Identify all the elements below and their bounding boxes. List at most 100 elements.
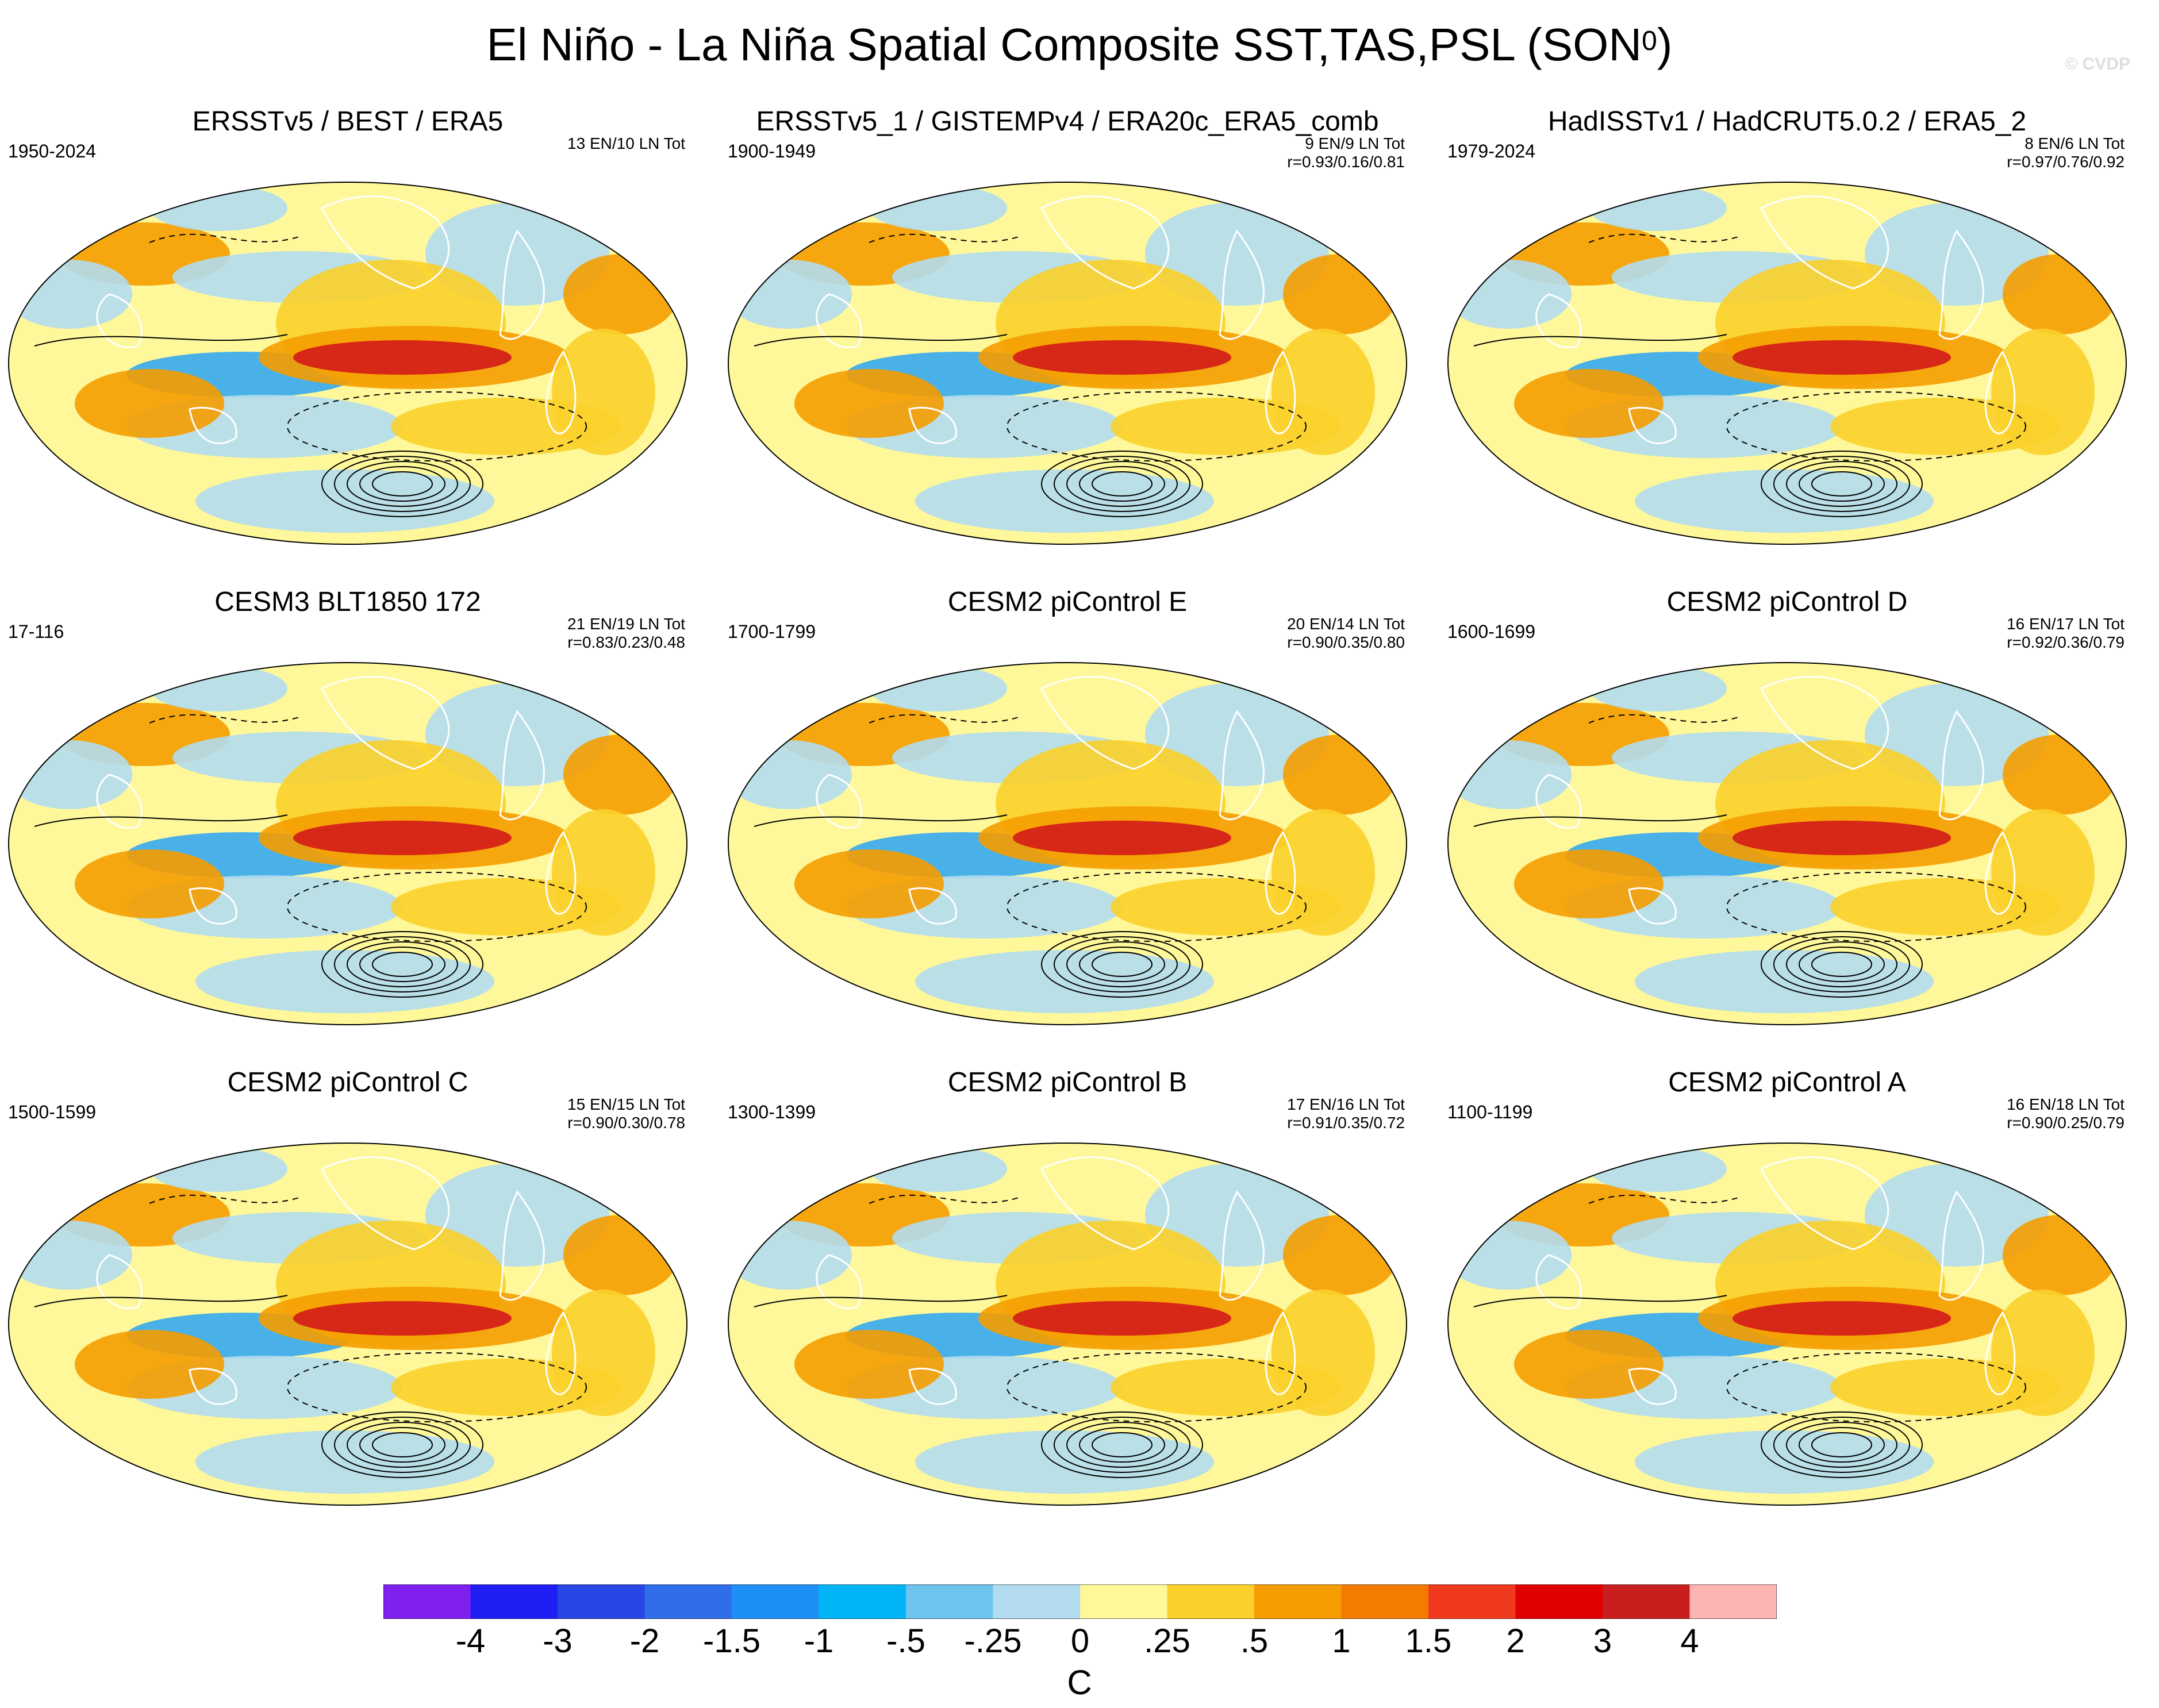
psl-contour — [321, 1411, 483, 1478]
psl-contour — [1773, 936, 1910, 993]
land-outline — [816, 774, 862, 829]
anomaly-cool — [1448, 260, 1572, 329]
panel-years: 1500-1599 — [8, 1102, 97, 1122]
land-outline — [96, 1254, 143, 1310]
map-boundary — [8, 1142, 687, 1506]
anomaly-warm — [75, 849, 224, 918]
psl-contour — [359, 466, 445, 502]
land-outline — [1535, 774, 1582, 829]
colorbar-tick-label: -2 — [629, 1622, 660, 1660]
anomaly-warm — [794, 369, 944, 438]
anomaly-warm — [75, 1330, 224, 1399]
land-outline — [1628, 1367, 1677, 1405]
land-outline — [1760, 1156, 1889, 1251]
anomaly-cool — [728, 260, 852, 329]
psl-contour — [347, 1422, 458, 1468]
anomaly-warm-strong — [1732, 821, 1951, 855]
psl-contour-negative — [869, 714, 1019, 724]
psl-contour-negative — [149, 714, 299, 724]
anomaly-mild — [552, 809, 655, 936]
panel-years: 17-116 — [8, 621, 64, 642]
anomaly-cool — [149, 185, 287, 231]
world-map — [1447, 662, 2127, 1025]
land-outline — [1984, 350, 2016, 434]
colorbar-swatch — [1515, 1584, 1603, 1619]
colorbar-swatch — [1167, 1584, 1255, 1619]
world-map — [8, 182, 687, 545]
colorbar-tick-label: -4 — [455, 1622, 486, 1660]
anomaly-cool — [1589, 665, 1727, 711]
psl-contour — [1799, 947, 1885, 982]
psl-contour-negative — [869, 1194, 1019, 1204]
psl-contour — [1092, 952, 1153, 977]
psl-contour-negative — [1726, 872, 2026, 942]
land-outline — [1535, 1254, 1582, 1310]
panel: CESM2 piControl C 1500-1599 15 EN/15 LN … — [0, 1065, 696, 1519]
colorbar-swatch — [819, 1584, 906, 1619]
figure-title-text: El Niño - La Niña Spatial Composite SST,… — [486, 19, 1642, 70]
panel-event-counts: 15 EN/15 LN Tot — [567, 1095, 685, 1113]
psl-contour — [1799, 466, 1885, 502]
watermark-logo: © CVDP — [2065, 55, 2130, 74]
land-outline — [189, 887, 237, 925]
panel-years: 1900-1949 — [728, 141, 816, 161]
land-outline — [1984, 1311, 2016, 1395]
psl-contour — [347, 461, 458, 507]
anomaly-mild — [1991, 809, 2095, 936]
psl-contour — [1079, 466, 1165, 502]
map-boundary — [1447, 182, 2127, 545]
panel-correlations: r=0.91/0.35/0.72 — [1287, 1114, 1405, 1132]
psl-contour-negative — [1588, 1194, 1739, 1204]
colorbar-swatch — [470, 1584, 558, 1619]
psl-contour-negative — [1006, 872, 1307, 942]
figure-title-close: ) — [1657, 19, 1673, 70]
land-outline — [545, 830, 577, 915]
psl-contour — [1054, 936, 1190, 993]
anomaly-warm — [794, 1330, 944, 1399]
land-outline — [1265, 830, 1296, 915]
land-outline — [1938, 710, 1984, 821]
map-boundary — [8, 182, 687, 545]
psl-contour — [1041, 451, 1203, 517]
psl-contour-negative — [287, 1352, 587, 1422]
panel-event-counts: 20 EN/14 LN Tot — [1287, 615, 1405, 633]
map-field — [9, 663, 687, 1025]
land-outline — [816, 293, 862, 349]
map-boundary — [728, 662, 1407, 1025]
land-outline — [499, 1190, 545, 1301]
map-boundary — [8, 662, 687, 1025]
map-field — [728, 182, 1407, 544]
psl-contour-negative — [1006, 391, 1307, 461]
panel-title: CESM2 piControl B — [947, 1067, 1188, 1098]
anomaly-cool — [1448, 1221, 1572, 1290]
map-field — [728, 1143, 1407, 1505]
map-field — [9, 182, 687, 544]
land-outline — [1219, 229, 1265, 340]
anomaly-cool — [149, 1146, 287, 1192]
psl-contour — [334, 456, 471, 512]
figure-title: El Niño - La Niña Spatial Composite SST,… — [0, 16, 2159, 74]
colorbar-swatch — [644, 1584, 732, 1619]
anomaly-cool — [1589, 185, 1727, 231]
psl-contour — [754, 814, 1008, 827]
land-outline — [1628, 887, 1677, 925]
psl-contour — [1054, 1417, 1190, 1473]
land-outline — [96, 774, 143, 829]
panel-years: 1950-2024 — [8, 141, 97, 161]
land-outline — [1040, 1156, 1170, 1251]
land-outline — [816, 1254, 862, 1310]
psl-contour — [34, 334, 288, 347]
anomaly-cool — [1635, 950, 1934, 1013]
psl-contour — [34, 1295, 288, 1307]
panel-correlations: r=0.83/0.23/0.48 — [567, 633, 685, 651]
psl-contour — [34, 814, 288, 827]
psl-contour — [1079, 1427, 1165, 1463]
anomaly-mild — [1991, 329, 2095, 455]
panel-event-counts: 17 EN/16 LN Tot — [1287, 1095, 1405, 1113]
psl-contour — [1066, 461, 1178, 507]
panel-event-counts: 16 EN/18 LN Tot — [2007, 1095, 2125, 1113]
colorbar-swatch — [1603, 1584, 1690, 1619]
panel-event-counts: 16 EN/17 LN Tot — [2007, 615, 2125, 633]
panel-title: CESM2 piControl E — [947, 587, 1188, 617]
psl-contour — [1761, 451, 1923, 517]
